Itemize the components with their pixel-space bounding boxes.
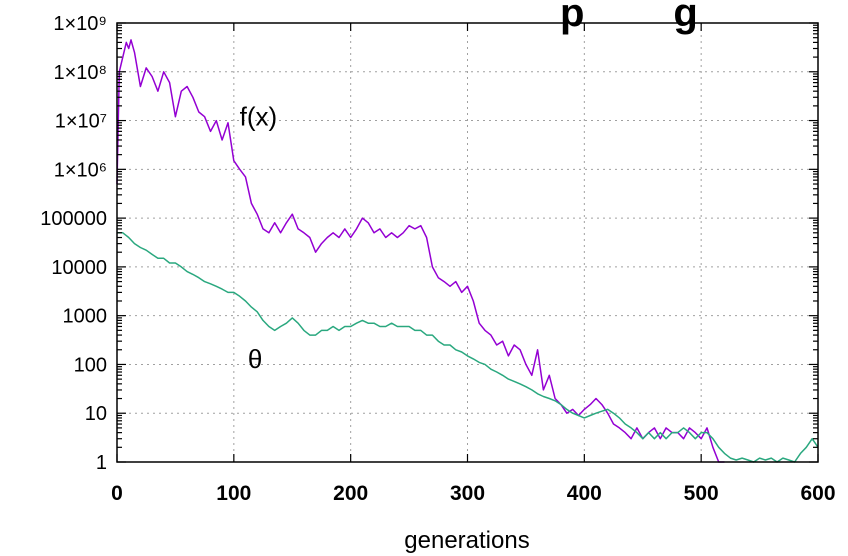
x-tick-label: 0 xyxy=(111,482,123,505)
y-tick-label: 10 xyxy=(85,403,107,425)
y-tick-label: 1 xyxy=(96,452,107,474)
x-tick-label: 500 xyxy=(684,482,719,505)
x-axis-label: generations xyxy=(404,527,529,554)
y-tick-label: 1×10⁸ xyxy=(54,62,108,84)
tick-layer xyxy=(116,22,819,463)
y-tick-label: 100000 xyxy=(40,208,107,230)
x-tick-label: 200 xyxy=(333,482,368,505)
label-layer: 0 100 200 300 400 500 600 1 10 100 1000 10000 100000… xyxy=(40,13,835,505)
x-tick-label: 600 xyxy=(800,482,835,505)
series-layer xyxy=(116,39,819,463)
y-tick-label: 1×10⁶ xyxy=(54,159,107,181)
y-tick-label: 1×10⁹ xyxy=(53,13,107,35)
series-line xyxy=(117,232,819,463)
y-tick-label: 1×10⁷ xyxy=(55,111,107,133)
x-tick-label: 400 xyxy=(567,482,602,505)
y-tick-label: 10000 xyxy=(51,257,107,279)
series-annotation: θ xyxy=(248,344,262,374)
chart-title-fragment: p g xyxy=(560,0,698,35)
x-tick-label: 100 xyxy=(216,482,251,505)
y-tick-label: 1000 xyxy=(63,306,108,328)
grid-layer xyxy=(117,23,818,462)
series-annotation: f(x) xyxy=(240,102,278,132)
y-tick-label: 100 xyxy=(74,354,107,376)
series-line xyxy=(116,39,725,463)
x-tick-label: 300 xyxy=(450,482,485,505)
